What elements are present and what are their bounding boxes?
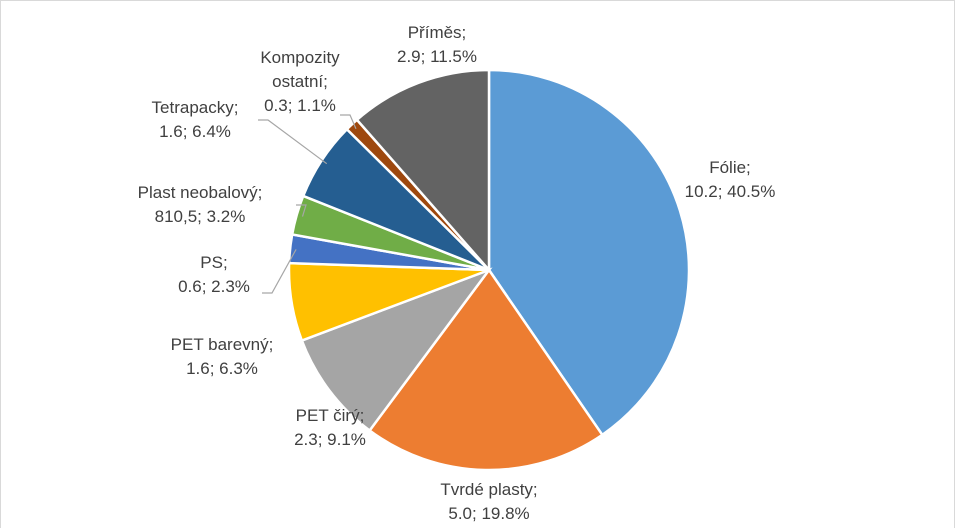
- leader-line: [258, 119, 328, 165]
- category-label: PS;: [200, 253, 228, 272]
- pie-slice: [367, 267, 604, 472]
- data-label: Plast neobalový; 810,5; 3.2%: [110, 181, 290, 229]
- category-label: PET barevný;: [170, 335, 274, 354]
- value-label: 5.0; 19.8%: [448, 504, 530, 523]
- category-label: Fólie;: [709, 158, 751, 177]
- data-label: Příměs; 2.9; 11.5%: [382, 21, 492, 69]
- leader-line: [340, 114, 357, 130]
- value-label: 10.2; 40.5%: [684, 182, 776, 201]
- category-label: Tetrapacky;: [151, 98, 239, 117]
- value-label: 0.3; 1.1%: [264, 96, 336, 115]
- leader-line: [296, 204, 307, 217]
- data-label: Kompozity ostatní; 0.3; 1.1%: [245, 46, 355, 118]
- value-label: 1.6; 6.4%: [159, 122, 231, 141]
- category-label: Plast neobalový;: [137, 183, 263, 202]
- leader-line: [262, 249, 297, 294]
- data-label: PET čirý; 2.3; 9.1%: [270, 404, 390, 452]
- value-label: 810,5; 3.2%: [154, 207, 246, 226]
- pie-slice: [487, 68, 691, 437]
- category-label: Kompozity ostatní;: [260, 48, 340, 91]
- data-label: Fólie; 10.2; 40.5%: [650, 156, 810, 204]
- data-label: Tvrdé plasty; 5.0; 19.8%: [399, 478, 579, 526]
- value-label: 1.6; 6.3%: [186, 359, 258, 378]
- data-label: Tetrapacky; 1.6; 6.4%: [125, 96, 265, 144]
- data-label: PET barevný; 1.6; 6.3%: [152, 333, 292, 381]
- value-label: 2.9; 11.5%: [396, 47, 478, 66]
- pie-slice: [300, 267, 493, 433]
- value-label: 2.3; 9.1%: [294, 430, 366, 449]
- value-label: 0.6; 2.3%: [178, 277, 250, 296]
- data-label: PS; 0.6; 2.3%: [159, 251, 269, 299]
- category-label: Tvrdé plasty;: [440, 480, 538, 499]
- category-label: Příměs;: [407, 23, 467, 42]
- category-label: PET čirý;: [295, 406, 365, 425]
- pie-slice: [355, 68, 491, 274]
